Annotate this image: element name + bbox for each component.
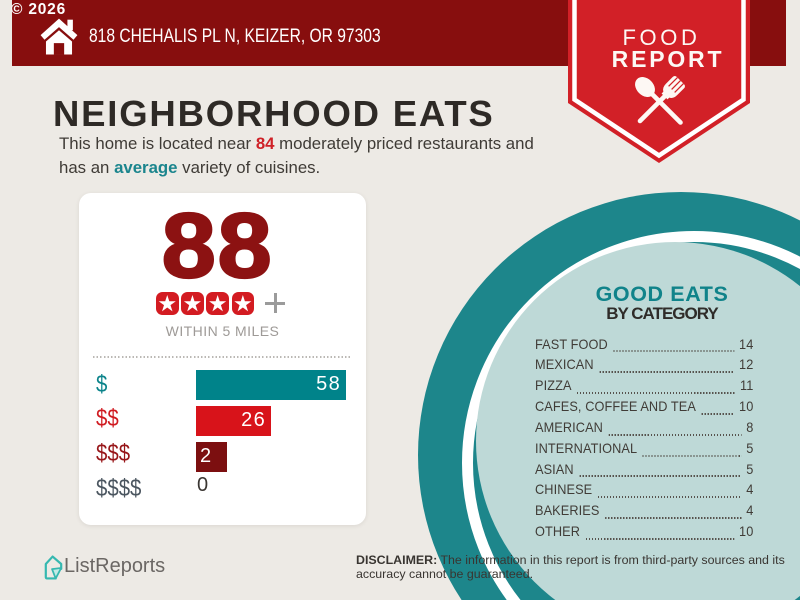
svg-text:REPORT: REPORT xyxy=(612,46,725,72)
svg-text:FOOD: FOOD xyxy=(623,25,701,50)
